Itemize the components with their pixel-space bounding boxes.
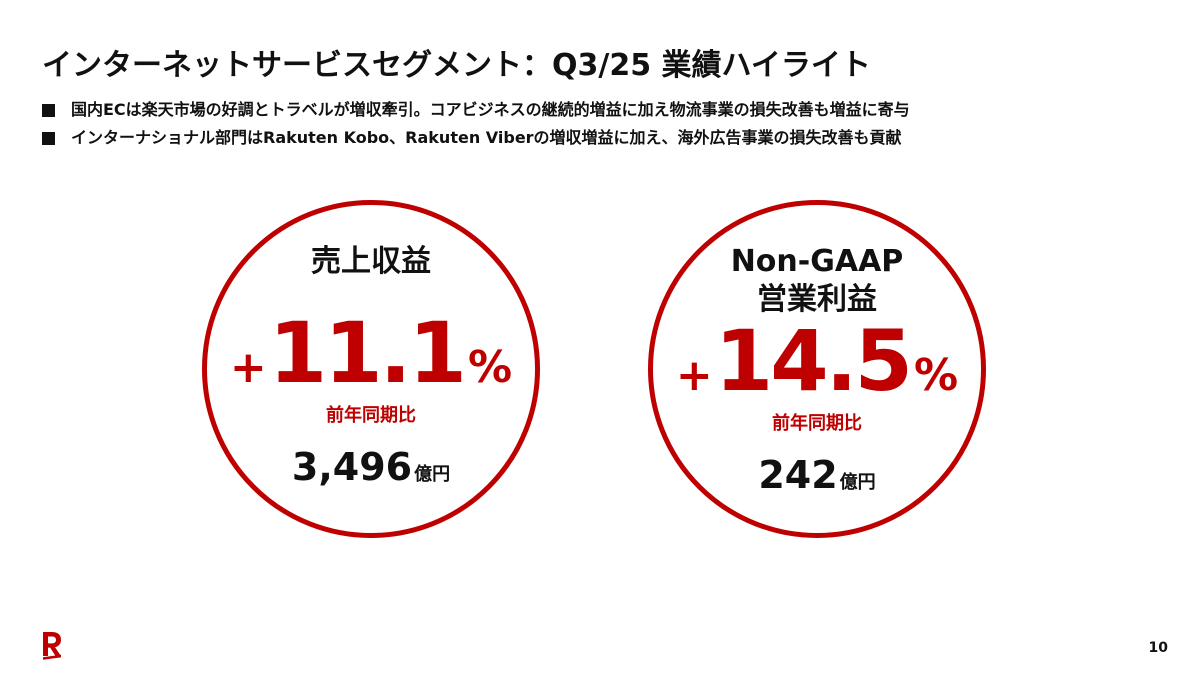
page-number: 10: [1148, 640, 1168, 656]
metric-title-line-2: 営業利益: [757, 282, 877, 317]
amount-value: 3,496: [291, 445, 413, 489]
growth-unit: %: [468, 342, 513, 393]
amount-unit: 億円: [414, 464, 451, 485]
growth-sign: +: [229, 342, 267, 393]
bullet-text: 国内ECは楽天市場の好調とトラベルが増収牽引。コアビジネスの継続的増益に加え物流…: [71, 100, 910, 119]
metric-title-line-1: Non-GAAP: [730, 244, 904, 279]
operating-income-metric-circle: Non-GAAP 営業利益 + 14.5 % 前年同期比 242 億円: [648, 200, 986, 538]
square-bullet-icon: [42, 131, 55, 145]
growth-value: 11.1: [268, 304, 467, 402]
bullet-item: インターナショナル部門はRakuten Kobo、Rakuten Viberの増…: [42, 124, 910, 152]
slide-title: インターネットサービスセグメント：Q3/25 業績ハイライト: [42, 48, 871, 83]
metric-title: 売上収益: [311, 244, 431, 279]
growth-rate: + 14.5 %: [676, 319, 958, 403]
comparison-label: 前年同期比: [326, 405, 416, 426]
bullet-item: 国内ECは楽天市場の好調とトラベルが増収牽引。コアビジネスの継続的増益に加え物流…: [42, 96, 910, 124]
square-bullet-icon: [42, 103, 55, 117]
growth-sign: +: [675, 350, 713, 401]
growth-rate: + 11.1 %: [230, 311, 512, 395]
amount: 242 億円: [758, 453, 875, 497]
bullet-text: インターナショナル部門はRakuten Kobo、Rakuten Viberの増…: [71, 128, 902, 147]
growth-value: 14.5: [714, 312, 913, 410]
growth-unit: %: [914, 350, 959, 401]
amount: 3,496 億円: [292, 445, 450, 489]
revenue-metric-circle: 売上収益 + 11.1 % 前年同期比 3,496 億円: [202, 200, 540, 538]
rakuten-r-logo-icon: [43, 632, 61, 660]
amount-unit: 億円: [839, 472, 876, 493]
amount-value: 242: [758, 453, 838, 497]
bullet-list: 国内ECは楽天市場の好調とトラベルが増収牽引。コアビジネスの継続的増益に加え物流…: [42, 96, 910, 152]
comparison-label: 前年同期比: [772, 413, 862, 434]
